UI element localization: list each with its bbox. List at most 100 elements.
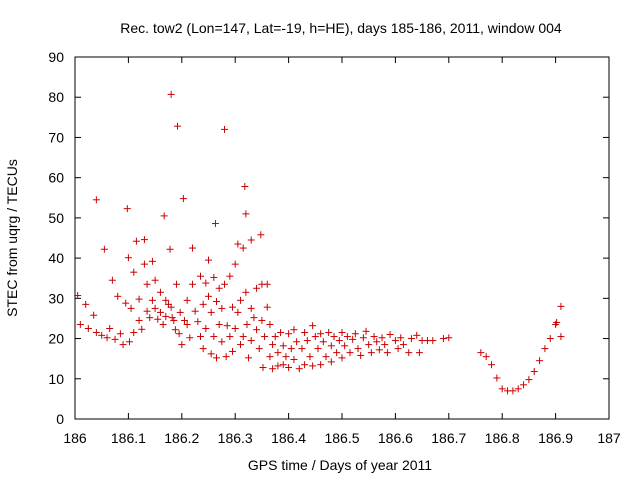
x-tick-label: 186.9 — [538, 430, 573, 446]
data-point — [143, 280, 151, 288]
y-tick-label: 40 — [48, 250, 64, 266]
data-point — [239, 244, 247, 252]
data-point — [179, 195, 187, 203]
y-tick-label: 60 — [48, 170, 64, 186]
data-point — [143, 307, 151, 315]
data-point — [223, 322, 231, 330]
data-point — [319, 338, 327, 346]
data-point — [325, 329, 333, 337]
data-point — [207, 308, 215, 316]
data-point — [520, 381, 528, 389]
data-point — [122, 299, 130, 307]
data-point — [415, 349, 423, 357]
data-point — [263, 303, 271, 311]
data-point — [255, 345, 263, 353]
data-point — [338, 354, 346, 362]
data-point — [202, 325, 210, 332]
data-point — [123, 205, 131, 213]
y-tick-label: 50 — [48, 210, 64, 226]
data-point — [231, 260, 239, 268]
data-point — [311, 333, 319, 341]
axis-tick-labels: 186 186.1 186.2 186.3 186.4 186.5 186.6 186.7 18… — [48, 49, 620, 446]
data-point — [488, 361, 496, 369]
data-point — [266, 353, 274, 361]
data-point — [191, 307, 199, 315]
data-point — [229, 303, 237, 311]
data-point — [76, 320, 84, 328]
data-point — [293, 338, 301, 346]
data-point — [243, 320, 251, 328]
data-point — [218, 304, 226, 312]
data-point — [269, 341, 277, 349]
data-point — [309, 322, 317, 330]
data-point — [175, 330, 183, 338]
data-point — [279, 342, 287, 350]
data-point — [154, 315, 162, 323]
data-point — [106, 325, 114, 332]
data-point — [178, 341, 186, 349]
data-point — [239, 333, 247, 341]
data-point — [98, 331, 106, 339]
data-point — [199, 345, 207, 353]
data-point — [186, 334, 194, 342]
data-point — [245, 354, 253, 362]
data-point — [541, 345, 549, 353]
data-point — [247, 337, 255, 345]
data-point — [351, 330, 359, 338]
data-point — [130, 268, 138, 276]
data-point — [213, 298, 221, 306]
data-point — [338, 329, 346, 337]
data-point — [317, 361, 325, 369]
data-point — [274, 349, 282, 357]
data-point — [215, 284, 223, 292]
y-tick-label: 20 — [48, 331, 64, 347]
data-point — [301, 361, 309, 369]
data-point — [327, 342, 335, 350]
data-point — [277, 329, 285, 337]
data-point — [160, 212, 168, 220]
data-point — [100, 245, 108, 253]
data-point — [335, 337, 343, 345]
data-point — [234, 240, 242, 248]
data-point — [138, 325, 146, 333]
data-point — [166, 245, 174, 253]
data-point — [261, 333, 269, 341]
data-point — [274, 362, 282, 370]
data-point — [199, 300, 207, 308]
data-point — [146, 314, 154, 322]
data-point — [257, 231, 265, 239]
y-axis-title: STEC from uqrg / TECUs — [4, 159, 20, 317]
data-point — [211, 220, 219, 228]
data-point — [74, 292, 82, 300]
data-point — [247, 304, 255, 312]
data-point — [263, 280, 271, 288]
data-point — [135, 316, 143, 324]
data-point — [188, 280, 196, 288]
data-point — [176, 308, 184, 316]
data-point — [365, 341, 373, 349]
x-tick-label: 187 — [597, 430, 621, 446]
data-point — [174, 122, 182, 130]
data-point — [314, 345, 322, 353]
data-point — [301, 329, 309, 337]
data-point — [381, 341, 389, 349]
data-point — [210, 333, 218, 341]
data-point — [82, 300, 90, 308]
data-point — [151, 276, 159, 284]
data-point — [159, 320, 167, 328]
data-point — [343, 333, 351, 341]
data-point — [148, 296, 156, 304]
y-tick-label: 90 — [48, 49, 64, 65]
data-point — [258, 316, 266, 324]
y-tick-label: 10 — [48, 371, 64, 387]
data-point — [108, 276, 116, 284]
data-point — [498, 385, 506, 393]
data-point — [234, 308, 242, 316]
data-point — [242, 288, 250, 296]
data-point — [269, 365, 277, 373]
data-point — [287, 345, 295, 353]
data-point — [194, 318, 202, 326]
data-point — [205, 256, 212, 264]
data-point — [207, 350, 215, 358]
data-point — [306, 353, 314, 361]
